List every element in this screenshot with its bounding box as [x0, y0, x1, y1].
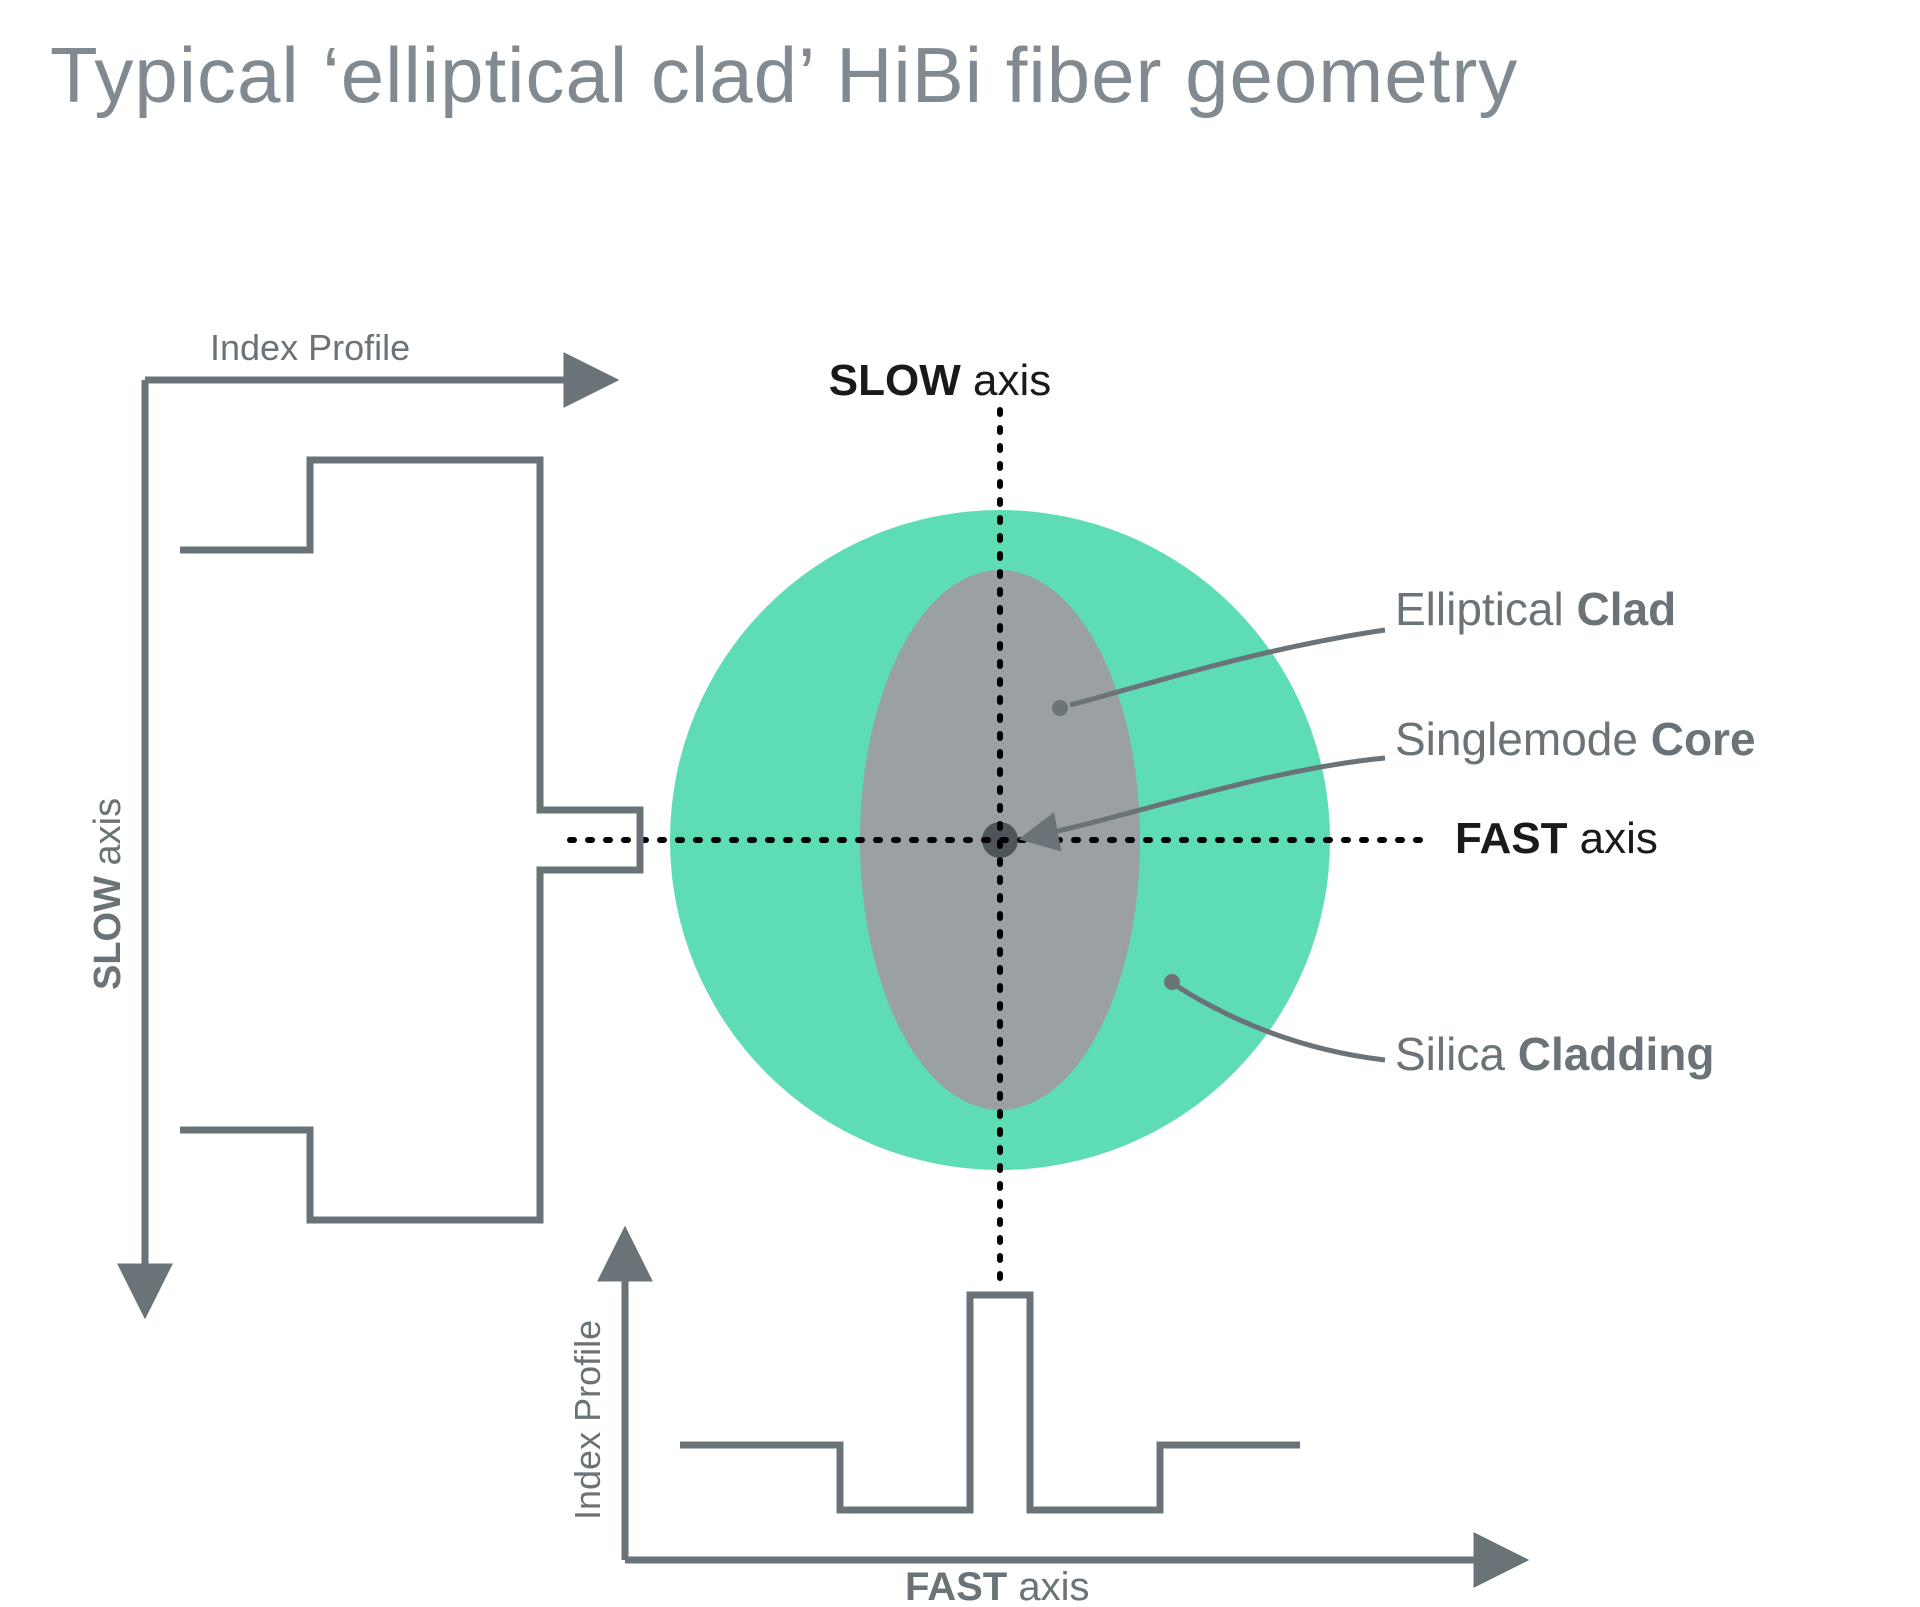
diagram-page: Typical ‘elliptical clad’ HiBi fiber geo… [0, 0, 1920, 1607]
fast-axis-label: FAST axis [1455, 814, 1658, 863]
callout-cladding-leader-dot [1164, 974, 1180, 990]
bottom-index-profile-label: Index Profile [567, 1320, 608, 1520]
left-index-profile-label: Index Profile [210, 327, 410, 368]
callout-clad-leader-dot [1052, 700, 1068, 716]
callout-singlemode-core-label: Singlemode Core [1395, 713, 1756, 765]
fast-index-profile-curve [680, 1295, 1300, 1510]
left-slow-axis-label: SLOW axis [87, 798, 129, 990]
slow-axis-label: SLOW axis [829, 356, 1051, 405]
fiber-geometry-figure: SLOW axis FAST axis Elliptical Clad Singlem… [0, 0, 1920, 1607]
callout-elliptical-clad-label: Elliptical Clad [1395, 583, 1676, 635]
callout-silica-cladding-label: Silica Cladding [1395, 1028, 1714, 1080]
page-title: Typical ‘elliptical clad’ HiBi fiber geo… [50, 30, 1518, 121]
bottom-fast-axis-label: FAST axis [905, 1565, 1089, 1607]
